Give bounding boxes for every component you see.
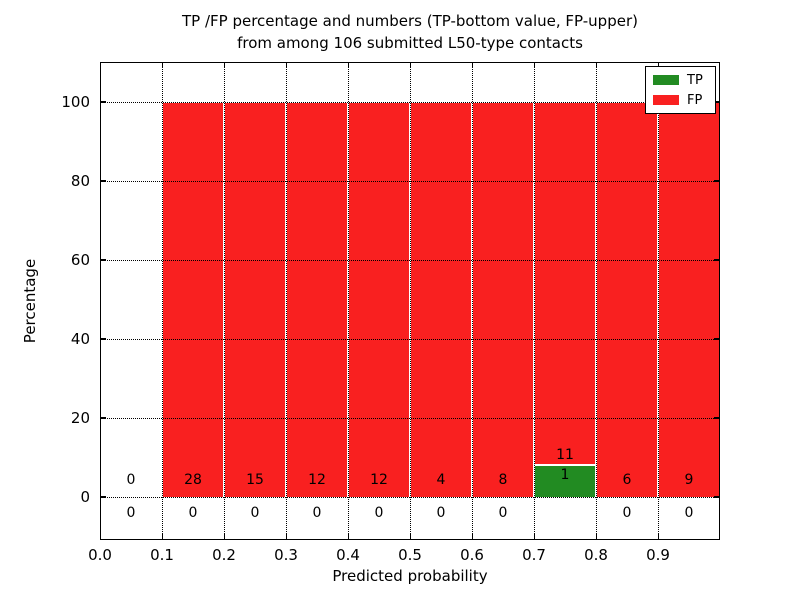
- y-tick-label: 20: [70, 408, 90, 427]
- x-tick: [223, 533, 225, 539]
- fp-count-label: 9: [684, 471, 694, 488]
- x-tick-label: 0.7: [522, 546, 546, 564]
- y-tick-label: 100: [61, 92, 90, 111]
- y-tick: [101, 417, 106, 419]
- x-tick: [409, 533, 411, 539]
- tp-count-label: 0: [498, 505, 508, 522]
- x-tick: [533, 533, 535, 539]
- y-tick-right: [713, 180, 719, 182]
- bar-fp: [287, 102, 347, 497]
- tp-count-label: 0: [250, 505, 260, 522]
- fp-count-label: 4: [436, 471, 446, 488]
- x-gridline: [224, 62, 225, 540]
- x-tick-top: [533, 63, 535, 68]
- y-tick: [101, 101, 106, 103]
- tp-swatch-icon: [653, 75, 679, 85]
- y-tick-right: [713, 496, 719, 498]
- legend-tp-label: TP: [687, 72, 703, 88]
- bar-fp: [597, 102, 657, 497]
- bar-fp: [473, 102, 533, 497]
- tp-count-label: 0: [126, 505, 136, 522]
- x-tick-top: [161, 63, 163, 68]
- fp-count-label: 12: [308, 471, 326, 488]
- bar-fp: [163, 102, 223, 497]
- x-tick-label: 0.1: [150, 546, 174, 564]
- bar-tp: [535, 463, 595, 497]
- x-gridline: [162, 62, 163, 540]
- x-tick-label: 0.9: [646, 546, 670, 564]
- bar-fp: [349, 102, 409, 497]
- x-gridline: [596, 62, 597, 540]
- x-tick-top: [285, 63, 287, 68]
- legend-fp-label: FP: [687, 92, 703, 108]
- x-tick-label: 0.5: [398, 546, 422, 564]
- fp-swatch-icon: [653, 95, 679, 105]
- bar-fp: [659, 102, 719, 497]
- x-tick: [99, 533, 101, 539]
- fp-count-label: 0: [126, 471, 136, 488]
- fp-count-label: 8: [498, 471, 508, 488]
- x-tick-top: [223, 63, 225, 68]
- x-tick-top: [99, 63, 101, 68]
- y-tick-right: [713, 417, 719, 419]
- legend-item-fp: FP: [653, 94, 708, 107]
- fp-count-label: 28: [184, 471, 202, 488]
- tp-count-label: 0: [436, 505, 446, 522]
- y-tick: [101, 180, 106, 182]
- x-tick: [657, 533, 659, 539]
- y-tick-label: 40: [70, 329, 90, 348]
- chart-title: TP /FP percentage and numbers (TP-bottom…: [182, 12, 638, 52]
- x-tick-label: 0.4: [336, 546, 360, 564]
- x-gridline: [410, 62, 411, 540]
- x-gridline: [658, 62, 659, 540]
- y-tick-label: 80: [70, 171, 90, 190]
- tp-count-label: 0: [188, 505, 198, 522]
- tp-count-label: 0: [684, 505, 694, 522]
- x-gridline: [472, 62, 473, 540]
- y-tick: [101, 496, 106, 498]
- y-tick-label: 60: [70, 250, 90, 269]
- bar-fp: [411, 102, 471, 497]
- legend-item-tp: TP: [653, 74, 708, 87]
- tp-count-label: 0: [374, 505, 384, 522]
- x-tick-top: [595, 63, 597, 68]
- x-gridline: [348, 62, 349, 540]
- x-tick: [161, 533, 163, 539]
- y-tick: [101, 338, 106, 340]
- x-tick-label: 0.8: [584, 546, 608, 564]
- x-tick-top: [347, 63, 349, 68]
- bar-fp: [225, 102, 285, 497]
- x-tick-label: 0.6: [460, 546, 484, 564]
- y-tick-right: [713, 259, 719, 261]
- fp-count-label: 11: [556, 446, 574, 463]
- x-tick-label: 0.0: [88, 546, 112, 564]
- x-tick-label: 0.3: [274, 546, 298, 564]
- x-gridline: [534, 62, 535, 540]
- x-tick: [471, 533, 473, 539]
- x-tick-top: [409, 63, 411, 68]
- x-tick-top: [657, 63, 659, 68]
- x-tick: [595, 533, 597, 539]
- x-gridline: [286, 62, 287, 540]
- fp-count-label: 15: [246, 471, 264, 488]
- tp-count-label: 0: [312, 505, 322, 522]
- x-tick: [347, 533, 349, 539]
- x-tick: [285, 533, 287, 539]
- y-tick-right: [713, 338, 719, 340]
- y-tick-right: [713, 101, 719, 103]
- y-tick-label: 0: [80, 487, 90, 506]
- fp-count-label: 6: [622, 471, 632, 488]
- x-tick-top: [471, 63, 473, 68]
- fp-count-label: 12: [370, 471, 388, 488]
- legend: TP FP: [645, 66, 716, 114]
- x-axis-label: Predicted probability: [332, 567, 488, 585]
- x-tick-label: 0.2: [212, 546, 236, 564]
- tp-count-label: 1: [560, 467, 570, 484]
- bar-fp: [535, 102, 595, 497]
- tp-count-label: 0: [622, 505, 632, 522]
- y-tick: [101, 259, 106, 261]
